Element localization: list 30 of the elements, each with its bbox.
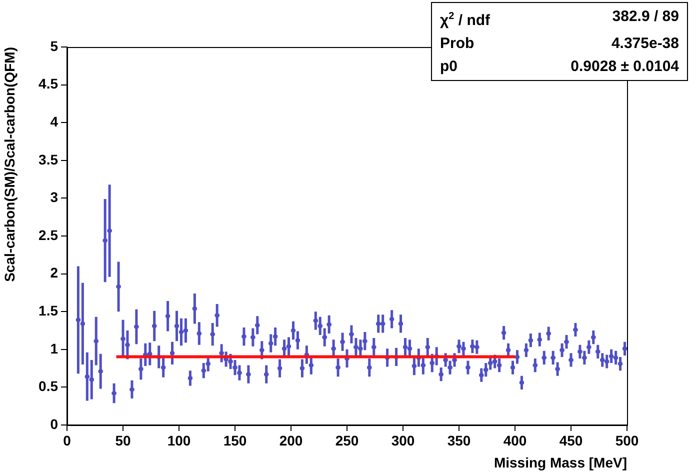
annotation: Prob bbox=[440, 34, 474, 54]
y-axis-title: Scal-carbon(SM)/Scal-carbon(QFM) bbox=[1, 47, 18, 282]
y-tick-label: 5 bbox=[50, 38, 58, 54]
x-tick-label: 100 bbox=[167, 432, 191, 448]
y-tick-label: 2 bbox=[50, 264, 58, 281]
y-tick-label: 4 bbox=[50, 113, 58, 130]
y-tick-label: 3.5 bbox=[38, 151, 58, 168]
x-tick-label: 450 bbox=[559, 432, 583, 448]
x-tick-label: 50 bbox=[115, 432, 131, 448]
text: χ$^{2}$ / ndf bbox=[440, 10, 490, 31]
y-tick-label: 3 bbox=[50, 189, 58, 206]
x-tick-label: 300 bbox=[391, 432, 415, 448]
annotation: p0 bbox=[440, 57, 458, 77]
x-tick-label: 350 bbox=[447, 432, 471, 448]
annotation: 0.9028 ± 0.0104 bbox=[570, 57, 679, 77]
x-tick-label: 0 bbox=[63, 432, 72, 448]
x-tick-label: 500 bbox=[615, 432, 639, 448]
text: 382.9 / 89 bbox=[612, 7, 679, 27]
y-tick-label: 1 bbox=[50, 340, 58, 356]
x-tick-label: 200 bbox=[279, 432, 303, 448]
x-axis-title: Missing Mass [MeV] bbox=[494, 454, 627, 470]
x-tick-label: 150 bbox=[223, 432, 247, 448]
x-tick-label: 250 bbox=[335, 432, 359, 448]
y-tick-label: 0 bbox=[50, 416, 58, 432]
y-tick-label: 4.5 bbox=[38, 76, 58, 92]
y-tick-label: 0.5 bbox=[38, 378, 58, 394]
y-tick-label: 2.5 bbox=[38, 226, 58, 243]
annotation: 4.375e-38 bbox=[611, 34, 679, 54]
x-tick-label: 400 bbox=[503, 432, 527, 448]
y-tick-label: 1.5 bbox=[38, 302, 58, 318]
